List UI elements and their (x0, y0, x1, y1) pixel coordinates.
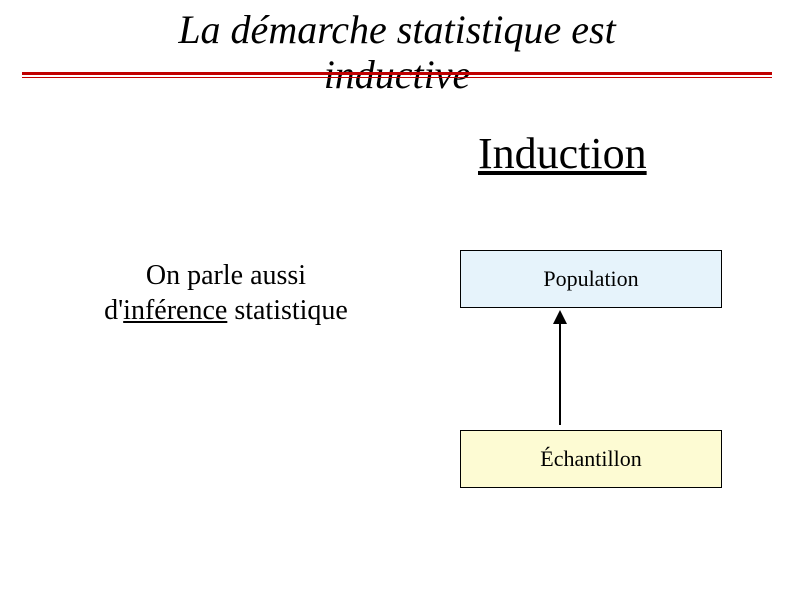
left-note-prefix: d' (104, 295, 123, 326)
slide: La démarche statistique est inductive In… (0, 0, 794, 595)
left-note-suffix: statistique (227, 295, 348, 326)
title-line-1: La démarche statistique est (178, 7, 615, 52)
echantillon-label: Échantillon (540, 446, 641, 472)
rule-thin (22, 77, 772, 78)
arrow-up-icon (546, 308, 574, 427)
left-note-line-1: On parle aussi (146, 260, 306, 291)
population-label: Population (543, 266, 638, 292)
left-note: On parle aussi d'inférence statistique (86, 258, 366, 328)
rule-thick (22, 72, 772, 75)
slide-title: La démarche statistique est inductive (0, 8, 794, 98)
left-note-underlined: inférence (123, 295, 227, 326)
title-underline-rule (22, 72, 772, 78)
subtitle-induction: Induction (478, 128, 647, 179)
left-note-line-2: d'inférence statistique (104, 295, 348, 326)
population-box: Population (460, 250, 722, 308)
echantillon-box: Échantillon (460, 430, 722, 488)
